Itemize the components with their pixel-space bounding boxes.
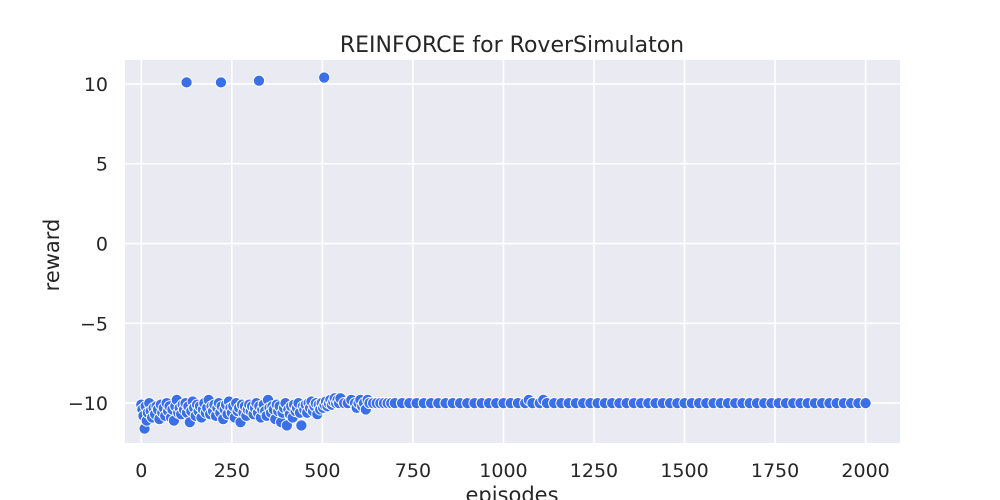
x-tick-label: 1000 — [479, 460, 527, 482]
x-tick-label: 250 — [214, 460, 250, 482]
data-point — [252, 74, 266, 87]
y-tick-label: −10 — [68, 393, 108, 415]
y-tick-label: 5 — [96, 154, 108, 176]
x-tick-label: 1750 — [751, 460, 799, 482]
plot-background — [125, 60, 900, 443]
x-tick-label: 750 — [395, 460, 431, 482]
y-tick-label: 10 — [84, 74, 108, 96]
y-tick-labels: 10 5 0 −5 −10 — [68, 74, 108, 415]
chart-title: REINFORCE for RoverSimulaton — [340, 33, 684, 58]
x-tick-label: 1250 — [570, 460, 618, 482]
data-point — [859, 397, 872, 410]
data-point — [180, 76, 193, 89]
y-tick-label: −5 — [80, 313, 108, 335]
x-tick-label: 1500 — [660, 460, 708, 482]
y-axis-title: reward — [40, 219, 64, 292]
x-tick-label: 0 — [135, 460, 147, 482]
data-point — [318, 71, 331, 84]
data-point — [214, 76, 228, 89]
y-tick-label: 0 — [96, 234, 108, 256]
x-tick-label: 2000 — [841, 460, 889, 482]
x-axis-title: episodes — [465, 483, 558, 500]
x-tick-label: 500 — [304, 460, 340, 482]
data-point — [295, 419, 308, 432]
x-tick-labels: 0 250 500 750 1000 1250 1500 1750 2000 — [135, 460, 890, 482]
data-points — [135, 71, 872, 435]
